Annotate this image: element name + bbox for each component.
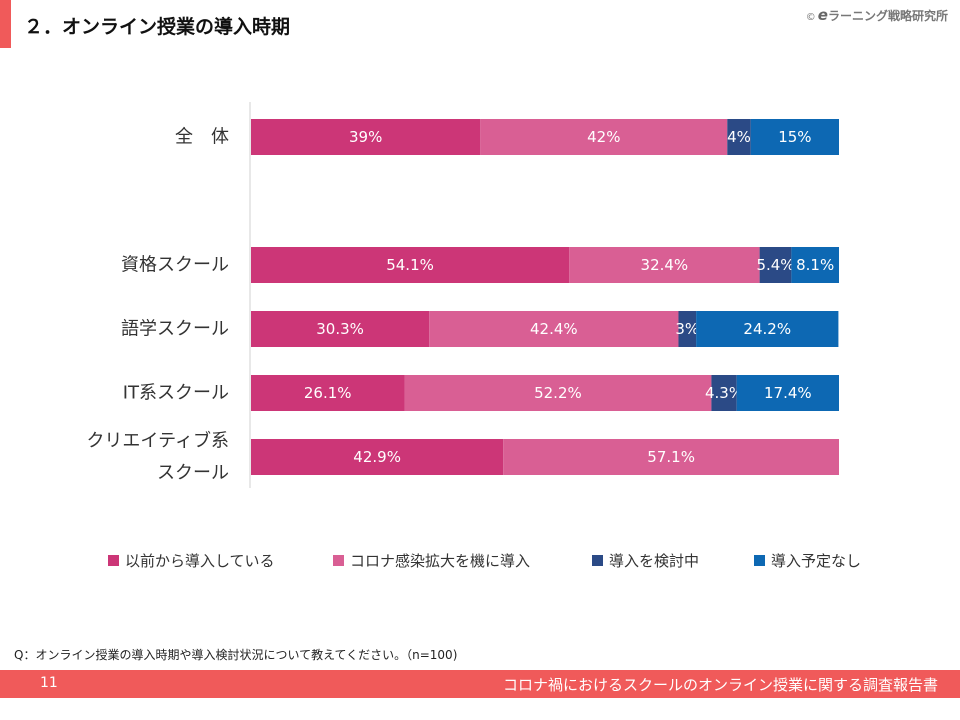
data-label: 3% <box>675 320 699 338</box>
data-label: 5.4% <box>756 256 794 274</box>
data-label: 32.4% <box>641 256 689 274</box>
data-label: 17.4% <box>764 384 812 402</box>
title-accent-bar <box>0 0 11 48</box>
legend-swatch <box>754 555 765 566</box>
data-label: 42.4% <box>530 320 578 338</box>
legend-label: 以前から導入している <box>125 552 275 570</box>
data-label: 54.1% <box>386 256 434 274</box>
data-label: 4.3% <box>705 384 743 402</box>
data-label: 52.2% <box>534 384 582 402</box>
report-title: コロナ禍におけるスクールのオンライン授業に関する調査報告書 <box>502 676 938 694</box>
chart-legend: 以前から導入している コロナ感染拡大を機に導入 導入を検討中 導入予定なし <box>0 550 960 570</box>
bar-segment <box>711 375 737 411</box>
bar-segment <box>569 247 760 283</box>
bar-segment <box>759 247 792 283</box>
legend-item-series-2: コロナ感染拡大を機に導入 <box>333 550 530 571</box>
bar-segment <box>503 439 839 475</box>
category-label: 資格スクール <box>121 255 229 276</box>
bar-segment <box>251 311 430 347</box>
bar-segment <box>429 311 679 347</box>
legend-label: コロナ感染拡大を機に導入 <box>350 552 531 570</box>
page-title: ２．オンライン授業の導入時期 <box>24 16 291 38</box>
legend-label: 導入を検討中 <box>609 552 700 570</box>
category-label: 語学スクール <box>121 319 229 340</box>
legend-swatch <box>592 555 603 566</box>
data-label: 4% <box>727 128 751 146</box>
bar-segment <box>696 311 839 347</box>
legend-item-series-1: 以前から導入している <box>108 550 275 571</box>
bar-segment <box>251 375 405 411</box>
category-label: 全 体 <box>175 127 229 148</box>
data-label: 57.1% <box>647 448 695 466</box>
data-label: 15% <box>778 128 811 146</box>
data-label: 24.2% <box>743 320 791 338</box>
survey-question: Q：オンライン授業の導入時期や導入検討状況について教えてください。（n=100) <box>14 648 458 662</box>
brand-e-mark: e <box>817 6 828 24</box>
copyright-symbol: © <box>805 12 816 23</box>
data-label: 42% <box>587 128 620 146</box>
category-label: クリエイティブ系 <box>86 430 229 452</box>
data-label: 8.1% <box>796 256 834 274</box>
bar-segment <box>736 375 839 411</box>
legend-item-series-3: 導入を検討中 <box>592 550 699 571</box>
bar-segment <box>727 119 751 155</box>
data-label: 30.3% <box>316 320 364 338</box>
legend-item-series-4: 導入予定なし <box>754 550 861 571</box>
footer-bar: 11 コロナ禍におけるスクールのオンライン授業に関する調査報告書 <box>0 670 960 698</box>
bar-segment <box>404 375 712 411</box>
page-number: 11 <box>40 675 58 691</box>
legend-label: 導入予定なし <box>771 552 862 570</box>
bar-segment <box>678 311 697 347</box>
bar-segment <box>251 439 504 475</box>
data-label: 26.1% <box>304 384 352 402</box>
copyright-text: ラーニング戦略研究所 <box>827 9 948 23</box>
category-label: IT系スクール <box>123 383 229 404</box>
bar-segment <box>251 247 570 283</box>
bar-segment <box>480 119 728 155</box>
bar-segment <box>251 119 481 155</box>
legend-swatch <box>333 555 344 566</box>
bar-segment <box>750 119 839 155</box>
bar-segment <box>791 247 839 283</box>
category-label: スクール <box>157 463 229 484</box>
data-label: 39% <box>349 128 382 146</box>
legend-swatch <box>108 555 119 566</box>
copyright-logo: © eラーニング戦略研究所 <box>806 6 948 24</box>
data-label: 42.9% <box>353 448 401 466</box>
